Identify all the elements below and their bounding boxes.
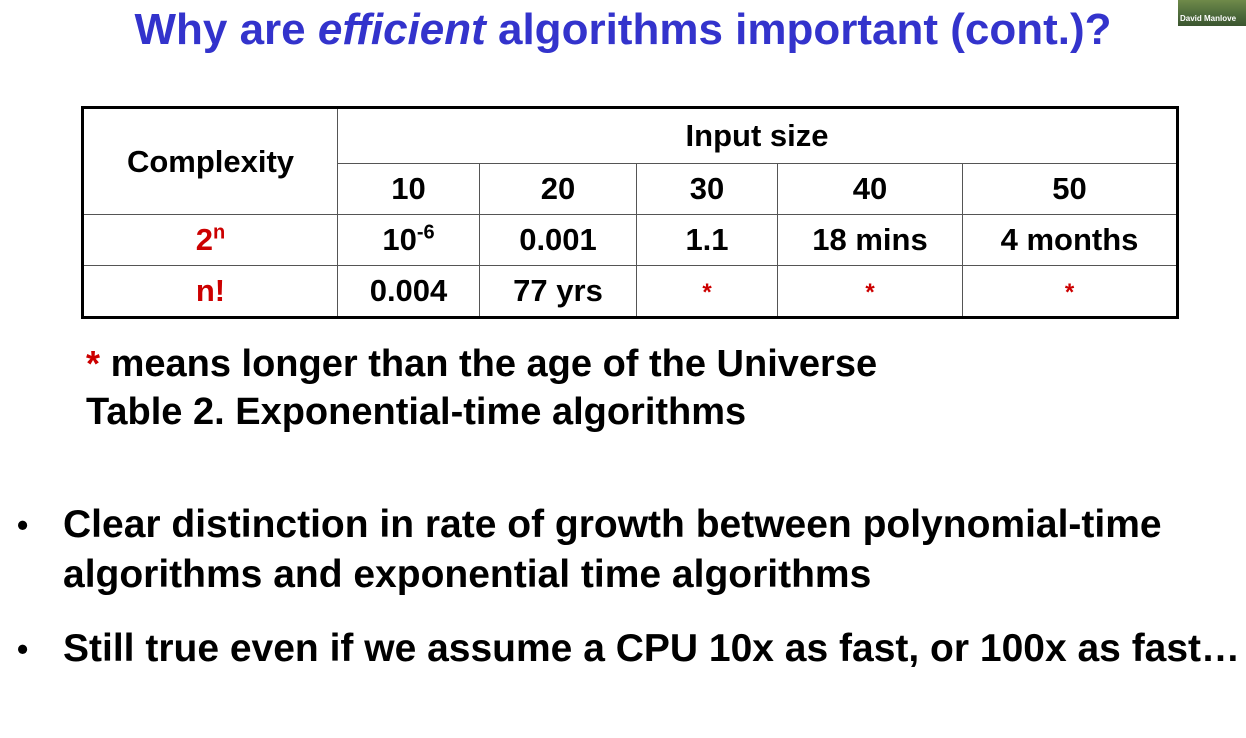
- table-cell: 1.1: [636, 214, 778, 266]
- table-caption: Table 2. Exponential-time algorithms: [86, 391, 747, 433]
- slide-title: Why are efficient algorithms important (…: [0, 4, 1246, 56]
- footnote-text: means longer than the age of the Univers…: [100, 343, 878, 385]
- footnote: * means longer than the age of the Unive…: [86, 340, 877, 388]
- bullet-dot-icon: •: [17, 631, 29, 667]
- table-cell: *: [636, 265, 778, 318]
- input-size-cell: 10: [337, 163, 480, 215]
- bullet-list: • Clear distinction in rate of growth bet…: [0, 500, 1246, 698]
- star-marker: *: [1064, 278, 1075, 306]
- title-emphasis: efficient: [317, 5, 486, 54]
- table-cell: 4 months: [961, 214, 1179, 266]
- title-part1: Why are: [134, 5, 318, 54]
- bullet-dot-icon: •: [17, 507, 29, 543]
- table-row-nfactorial: n! 0.004 77 yrs * * *: [82, 265, 1179, 318]
- table-note: * means longer than the age of the Unive…: [86, 340, 877, 436]
- star-marker: *: [865, 278, 875, 306]
- bullet-item: • Clear distinction in rate of growth bet…: [0, 500, 1246, 600]
- input-size-cell: 50: [961, 163, 1179, 215]
- input-size-header: Input size: [336, 107, 1179, 164]
- row-label-nfactorial: n!: [82, 265, 338, 318]
- footnote-star: *: [86, 343, 101, 384]
- table-cell: *: [961, 265, 1179, 318]
- table-cell: 0.004: [337, 265, 480, 318]
- table-header-row: Complexity Input size: [82, 107, 1179, 215]
- input-size-cell: 40: [777, 163, 963, 215]
- row-label-2n: 2n: [82, 214, 338, 266]
- table-cell: 18 mins: [777, 214, 963, 266]
- input-size-cell: 30: [636, 163, 778, 215]
- complexity-header: Complexity: [82, 107, 338, 215]
- table-cell: 77 yrs: [479, 265, 637, 318]
- bullet-item: • Still true even if we assume a CPU 10x …: [0, 624, 1246, 674]
- presenter-webcam-thumbnail[interactable]: David Manlove: [1178, 0, 1246, 26]
- input-size-cell: 20: [479, 163, 637, 215]
- table-cell: 10-6: [337, 214, 480, 266]
- presenter-name: David Manlove: [1180, 14, 1237, 23]
- title-part2: algorithms important (cont.)?: [485, 5, 1112, 54]
- table-cell: 0.001: [479, 214, 637, 266]
- table-row-2n: 2n 10-6 0.001 1.1 18 mins 4 months: [82, 214, 1179, 266]
- star-marker: *: [702, 278, 712, 306]
- complexity-table: Complexity Input size 10 20 30 40 50 2n …: [81, 106, 1180, 319]
- table-cell: *: [777, 265, 963, 318]
